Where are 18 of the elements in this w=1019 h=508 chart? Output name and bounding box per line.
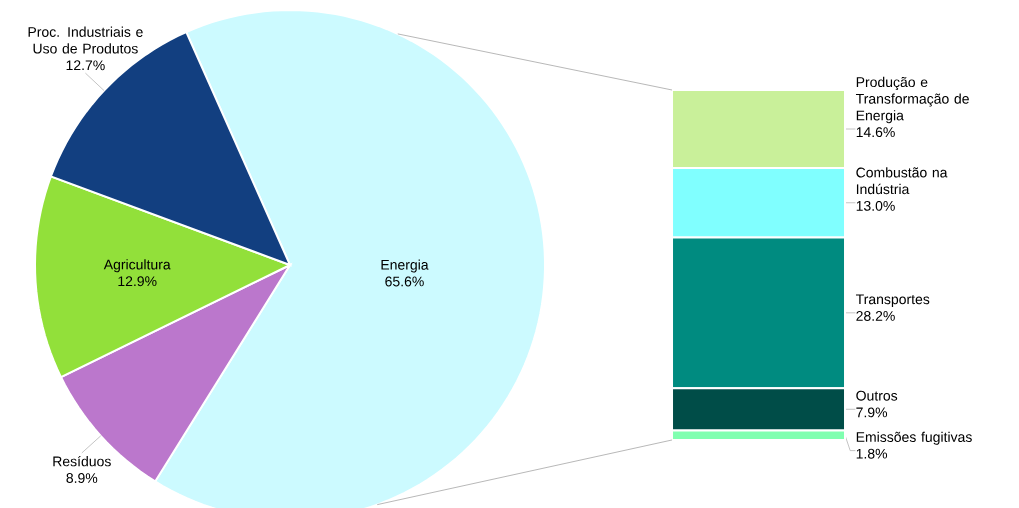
data-label: 7.9% <box>856 407 888 418</box>
slice-label: Agricultura <box>103 259 171 273</box>
series-label: Produção e Transformação de Energia <box>855 76 969 124</box>
data-label: 12.9% <box>118 276 157 287</box>
data-label: 12.7% <box>66 60 105 71</box>
data-label: 14.6% <box>856 127 895 138</box>
series-label: Combustão na Indústria <box>856 167 948 195</box>
series-label: Outros <box>856 390 898 401</box>
data-label: 8.9% <box>66 473 98 484</box>
data-label: 1.8% <box>856 448 888 459</box>
series-label: Transportes <box>855 294 930 307</box>
data-label: 65.6% <box>385 276 424 287</box>
data-label: 28.2% <box>856 310 895 321</box>
slice-label: Energia <box>381 259 429 273</box>
series-label: Emissões fugitivas <box>856 431 972 445</box>
data-label: 13.0% <box>856 200 895 211</box>
slice-label: Resíduos <box>53 455 111 467</box>
slice-label: Proc. Industriais e Uso de Produtos <box>28 26 143 54</box>
